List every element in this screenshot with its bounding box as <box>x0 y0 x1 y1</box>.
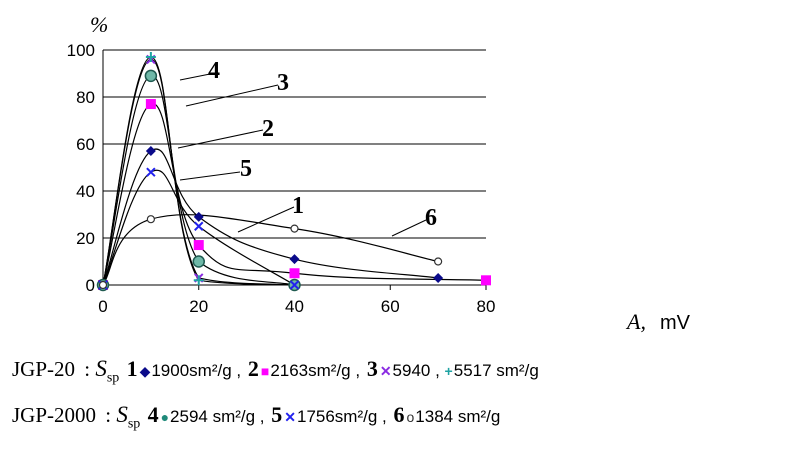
s-subscript: sp <box>127 416 141 432</box>
legend-item: 2 ■2163sm²/g , <box>246 356 365 381</box>
legend-group-name: JGP-2000 <box>12 403 97 427</box>
legend-value: 5940 , <box>392 361 445 380</box>
data-point-5-20 <box>194 221 204 231</box>
legend-value: 2163sm²/g , <box>270 361 365 380</box>
series-curve-5 <box>102 169 295 286</box>
legend-row-2: JGP-2000 : Ssp 4 ●2594 sm²/g , 5 ✕1756sm²/… <box>12 402 500 433</box>
data-point-1-20 <box>193 211 204 222</box>
legend-marker-icon: ● <box>160 409 170 425</box>
legend-marker-icon: + <box>444 363 453 379</box>
series-markers <box>96 52 491 292</box>
curve-label-5: 5 <box>240 156 252 182</box>
curve-label-3: 3 <box>277 70 289 96</box>
data-point-2-10 <box>145 99 156 110</box>
legend-series-number: 3 <box>366 356 378 381</box>
data-point-2-20 <box>193 240 204 251</box>
series-curve-4 <box>102 75 295 286</box>
y-tick-label: 0 <box>86 276 95 295</box>
data-point-2-80 <box>481 275 491 286</box>
s-letter: S <box>116 402 128 427</box>
legend-colon: : <box>84 357 91 381</box>
y-tick-label: 60 <box>76 135 95 154</box>
x-tick-label: 0 <box>98 297 107 316</box>
data-point-4-20 <box>192 255 205 268</box>
legend-item: 1 ◆1900sm²/g , <box>125 356 246 381</box>
legend-item: 6 o1384 sm²/g <box>391 402 501 427</box>
legend-item: +5517 sm²/g <box>445 357 539 381</box>
y-tick-label: 80 <box>76 88 95 107</box>
legend-row-1: JGP-20 : Ssp 1 ◆1900sm²/g , 2 ■2163sm²/g ,… <box>12 356 539 387</box>
x-axis-unit: mV <box>660 312 691 334</box>
data-point-3+-20 <box>193 275 204 286</box>
legend-series-number: 2 <box>247 356 259 381</box>
legend-item: 5 ✕1756sm²/g , <box>269 402 392 427</box>
x-axis-label: A, <box>625 309 646 334</box>
specific-surface-symbol: Ssp <box>116 402 140 432</box>
curve-label-4: 4 <box>208 58 220 84</box>
axes <box>102 50 486 286</box>
legend-marker-icon: o <box>406 409 415 425</box>
specific-surface-symbol: Ssp <box>95 356 119 386</box>
data-point-6-0 <box>98 280 108 290</box>
callout-leader-1 <box>237 206 295 233</box>
legend-series-number: 5 <box>271 402 283 427</box>
data-point-3+-10 <box>145 52 156 63</box>
legend-marker-icon: ✕ <box>284 409 296 425</box>
y-tick-label: 40 <box>76 182 95 201</box>
y-axis-label: % <box>90 12 108 37</box>
y-tick-labels: 0 20 40 60 80 100 <box>67 41 95 295</box>
callout-leader-3 <box>185 84 279 107</box>
x-tick-labels: 0 20 40 60 80 <box>98 285 495 316</box>
data-point-6-40 <box>290 224 299 233</box>
legend-value: 5517 sm²/g <box>453 361 539 380</box>
callout-leader-4 <box>179 73 211 81</box>
series-curve-3+ <box>102 56 295 286</box>
data-point-1-70 <box>433 272 444 283</box>
x-tick-label: 80 <box>477 297 496 316</box>
data-point-6-70 <box>434 257 443 266</box>
callout-leader-5 <box>179 171 241 181</box>
legend-value: 1900sm²/g , <box>151 361 246 380</box>
data-point-2-40 <box>289 268 300 279</box>
s-subscript: sp <box>106 370 120 386</box>
legend-colon: : <box>105 403 112 427</box>
curve-label-2: 2 <box>262 116 274 142</box>
legend-value: 1384 sm²/g <box>415 407 501 426</box>
data-point-4-10 <box>144 69 158 83</box>
data-point-1-40 <box>289 254 300 265</box>
legend-value: 1756sm²/g , <box>296 407 392 426</box>
legend-series-number: 4 <box>147 402 159 427</box>
legend-item: 4 ●2594 sm²/g , <box>146 402 270 427</box>
series-curves <box>102 56 487 286</box>
legend-series-number: 6 <box>393 402 405 427</box>
chart: 0 20 40 60 80 100 0 20 40 60 80 % A, mV 4 325 1 6 <box>67 12 691 334</box>
y-tick-label: 100 <box>67 41 95 60</box>
s-letter: S <box>95 356 107 381</box>
legend-value: 2594 sm²/g , <box>170 407 270 426</box>
x-tick-label: 40 <box>285 297 304 316</box>
legend-group-name: JGP-20 <box>12 357 76 381</box>
legend-marker-icon: ✕ <box>379 363 392 379</box>
legend-series-number: 1 <box>126 356 138 381</box>
series-curve-2 <box>102 103 487 286</box>
grid-lines <box>103 49 486 239</box>
curve-label-1: 1 <box>292 193 304 219</box>
legend-row-1-items: 1 ◆1900sm²/g , 2 ■2163sm²/g , 3 ✕5940 , +55… <box>125 356 539 381</box>
legend-row-2-items: 4 ●2594 sm²/g , 5 ✕1756sm²/g , 6 o1384 sm²/… <box>146 402 501 427</box>
x-tick-label: 20 <box>189 297 208 316</box>
x-tick-label: 60 <box>381 297 400 316</box>
data-point-6-10 <box>146 215 155 224</box>
legend-marker-icon: ■ <box>260 363 270 379</box>
callout-leader-6 <box>391 219 427 237</box>
data-point-5-10 <box>146 167 156 177</box>
curve-label-6: 6 <box>425 205 437 231</box>
legend-item: 3 ✕5940 , <box>365 356 445 381</box>
legend-marker-icon: ◆ <box>139 363 151 379</box>
series-curve-6 <box>102 214 439 286</box>
data-point-5-40 <box>289 280 300 290</box>
curve-callouts: 4 325 1 6 <box>177 58 437 237</box>
y-tick-label: 20 <box>76 229 95 248</box>
callout-leader-2 <box>177 129 264 149</box>
data-point-1-10 <box>145 146 156 157</box>
